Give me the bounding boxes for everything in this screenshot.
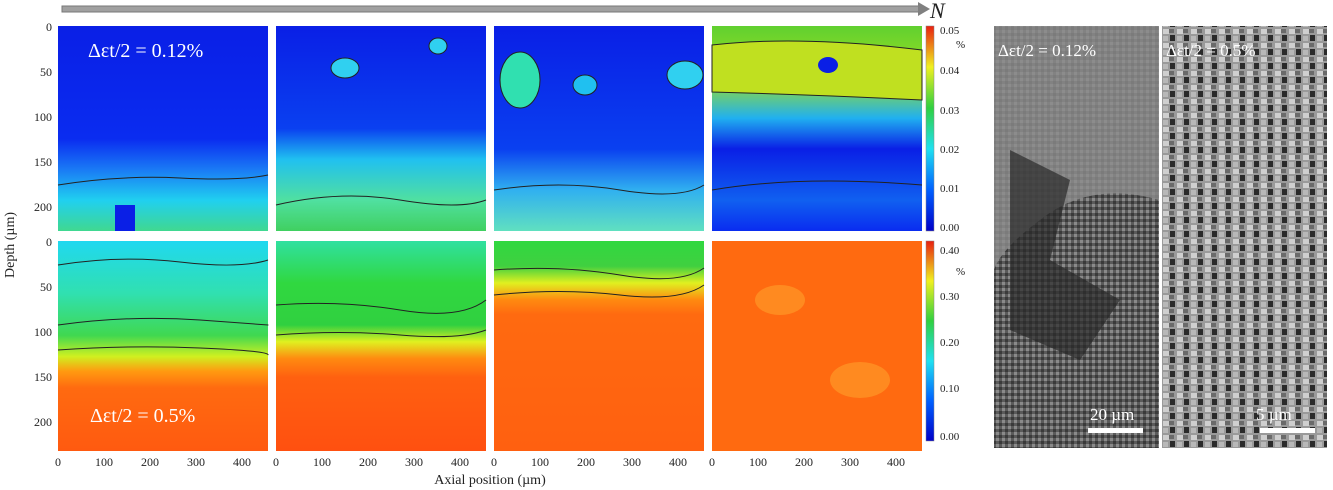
y-axis-top: 0 50 100 150 200 (34, 20, 52, 214)
y-tick-top-0: 0 (46, 20, 52, 34)
colorbar-top-tick-5: 0.00 (940, 222, 960, 234)
x-tick-3-0: 0 (491, 455, 497, 469)
y-axis-title: Depth (µm) (3, 212, 18, 278)
x-axis-3: 0 100 200 300 400 (491, 455, 687, 469)
panel-top-4 (711, 26, 923, 231)
colorbar-top-unit: % (956, 39, 965, 51)
y-tick-bottom-3: 150 (34, 370, 52, 384)
y-tick-top-4: 200 (34, 200, 52, 214)
sem-left-scale-bar: 20 µm (1090, 405, 1134, 424)
y-tick-bottom-2: 100 (34, 325, 52, 339)
panel-top-2 (275, 26, 487, 231)
panel-bottom-1 (57, 241, 269, 451)
y-tick-bottom-0: 0 (46, 235, 52, 249)
y-axis-bottom: 0 50 100 150 200 (34, 235, 52, 429)
x-tick-2-0: 0 (273, 455, 279, 469)
y-tick-bottom-1: 50 (40, 280, 52, 294)
colorbar-bottom-tick-1: 0.30 (940, 291, 960, 303)
x-tick-2-2: 200 (359, 455, 377, 469)
panel-bottom-4 (712, 241, 922, 451)
sem-left-label: Δεt/2 = 0.12% (998, 41, 1096, 60)
x-axis-1: 0 100 200 300 400 (55, 455, 251, 469)
colorbar-top-tick-1: 0.04 (940, 65, 960, 77)
x-axis-2: 0 100 200 300 400 (273, 455, 469, 469)
colorbar-bottom-tick-4: 0.00 (940, 431, 960, 443)
panel-top-3 (493, 26, 705, 231)
x-tick-4-2: 200 (795, 455, 813, 469)
top-row-label: Δεt/2 = 0.12% (88, 40, 203, 62)
bottom-row-label: Δεt/2 = 0.5% (90, 405, 195, 427)
x-axis-4: 0 100 200 300 400 (709, 455, 905, 469)
colorbar-bottom: % 0.40 0.30 0.20 0.10 0.00 (925, 240, 965, 443)
y-tick-top-1: 50 (40, 65, 52, 79)
n-arrow: N (61, 0, 946, 23)
y-tick-top-3: 150 (34, 155, 52, 169)
x-tick-4-3: 300 (841, 455, 859, 469)
sem-image-right: Δεt/2 = 0.5% 5 µm (1162, 26, 1327, 448)
x-tick-3-1: 100 (531, 455, 549, 469)
x-tick-1-2: 200 (141, 455, 159, 469)
y-tick-top-2: 100 (34, 110, 52, 124)
colorbar-bottom-tick-3: 0.10 (940, 383, 960, 395)
x-tick-1-4: 400 (233, 455, 251, 469)
x-axis-title: Axial position (µm) (434, 473, 546, 488)
sem-right-label: Δεt/2 = 0.5% (1166, 41, 1256, 60)
x-tick-4-4: 400 (887, 455, 905, 469)
colorbar-top-tick-0: 0.05 (940, 25, 960, 37)
colorbar-bottom-tick-0: 0.40 (940, 245, 960, 257)
colorbar-top-tick-3: 0.02 (940, 144, 959, 156)
y-tick-bottom-4: 200 (34, 415, 52, 429)
x-tick-2-1: 100 (313, 455, 331, 469)
sem-right-scale-bar: 5 µm (1256, 405, 1292, 424)
x-tick-4-1: 100 (749, 455, 767, 469)
x-tick-2-3: 300 (405, 455, 423, 469)
n-label: N (929, 0, 946, 23)
colorbar-top-tick-4: 0.01 (940, 183, 959, 195)
x-tick-4-0: 0 (709, 455, 715, 469)
sem-image-left: Δεt/2 = 0.12% 20 µm (994, 26, 1159, 448)
panel-bottom-3 (493, 241, 705, 451)
x-tick-1-3: 300 (187, 455, 205, 469)
x-tick-1-0: 0 (55, 455, 61, 469)
colorbar-top-tick-2: 0.03 (940, 105, 960, 117)
x-tick-3-4: 400 (669, 455, 687, 469)
panel-bottom-2 (275, 241, 487, 451)
x-tick-1-1: 100 (95, 455, 113, 469)
x-tick-3-3: 300 (623, 455, 641, 469)
colorbar-bottom-unit: % (956, 266, 965, 278)
colorbar-bottom-tick-2: 0.20 (940, 337, 960, 349)
panel-top-1 (57, 26, 269, 231)
x-tick-3-2: 200 (577, 455, 595, 469)
colorbar-top: % 0.05 0.04 0.03 0.02 0.01 0.00 (925, 25, 965, 234)
x-tick-2-4: 400 (451, 455, 469, 469)
